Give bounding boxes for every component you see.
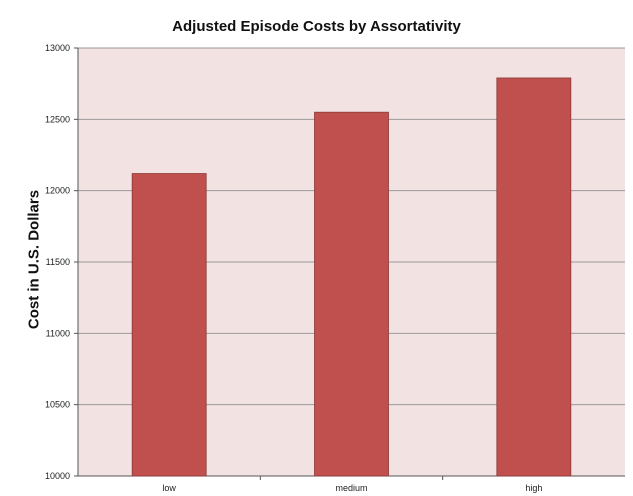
y-tick-label: 13000: [45, 43, 70, 53]
chart-title: Adjusted Episode Costs by Assortativity: [172, 18, 461, 35]
bar-low: [131, 173, 207, 477]
x-tick-label: medium: [335, 483, 367, 493]
y-tick-label: 12000: [45, 186, 70, 196]
bar-medium: [314, 111, 389, 477]
y-tick-label: 10000: [45, 471, 70, 481]
x-tick-label: high: [525, 483, 542, 493]
y-tick-label: 12500: [45, 114, 70, 124]
y-tick-label: 11000: [46, 328, 70, 338]
y-tick-label: 10500: [45, 400, 70, 410]
x-tick-label: low: [162, 483, 176, 493]
bar-high: [496, 77, 572, 477]
y-tick-label: 11500: [46, 257, 70, 267]
